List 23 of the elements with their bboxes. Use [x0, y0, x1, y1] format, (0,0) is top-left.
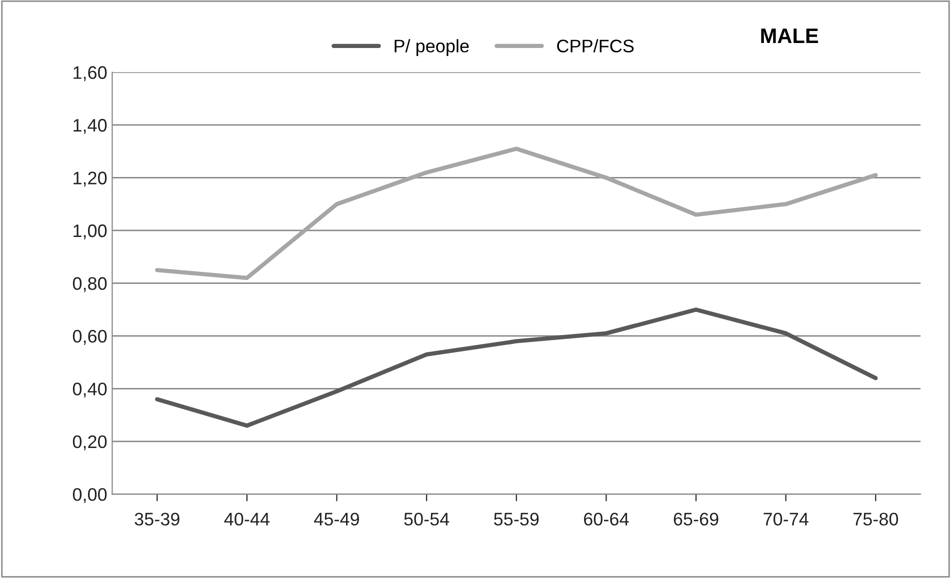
- x-tick-label: 75-80: [854, 512, 898, 526]
- legend-label: CPP/FCS: [557, 39, 634, 52]
- line-series: [155, 308, 878, 428]
- line-series: [155, 146, 878, 280]
- x-tick-label: 60-64: [584, 512, 629, 526]
- y-tick-label: 0,40: [72, 382, 107, 398]
- y-tick-label: 1,40: [74, 118, 107, 134]
- y-tick-label: 1,20: [74, 172, 107, 187]
- x-tick-label: 40-44: [224, 512, 270, 526]
- y-tick-label: 0,80: [72, 277, 107, 292]
- legend-label: P/ people: [394, 39, 469, 56]
- y-tick-label: 0,20: [72, 435, 107, 450]
- x-tick-label: 55-59: [494, 512, 539, 526]
- x-tick-label: 65-69: [674, 512, 718, 526]
- y-tick-label: 1,60: [74, 66, 107, 82]
- y-tick-label: 0,60: [72, 330, 107, 345]
- chart-title: MALE: [761, 28, 818, 43]
- x-tick-label: 35-39: [134, 512, 180, 526]
- y-tick-label: 0,00: [72, 488, 107, 504]
- y-tick-label: 1,00: [74, 224, 107, 240]
- x-tick-label: 45-49: [314, 512, 359, 526]
- x-tick-label: 50-54: [404, 512, 450, 526]
- x-tick-label: 70-74: [764, 512, 808, 526]
